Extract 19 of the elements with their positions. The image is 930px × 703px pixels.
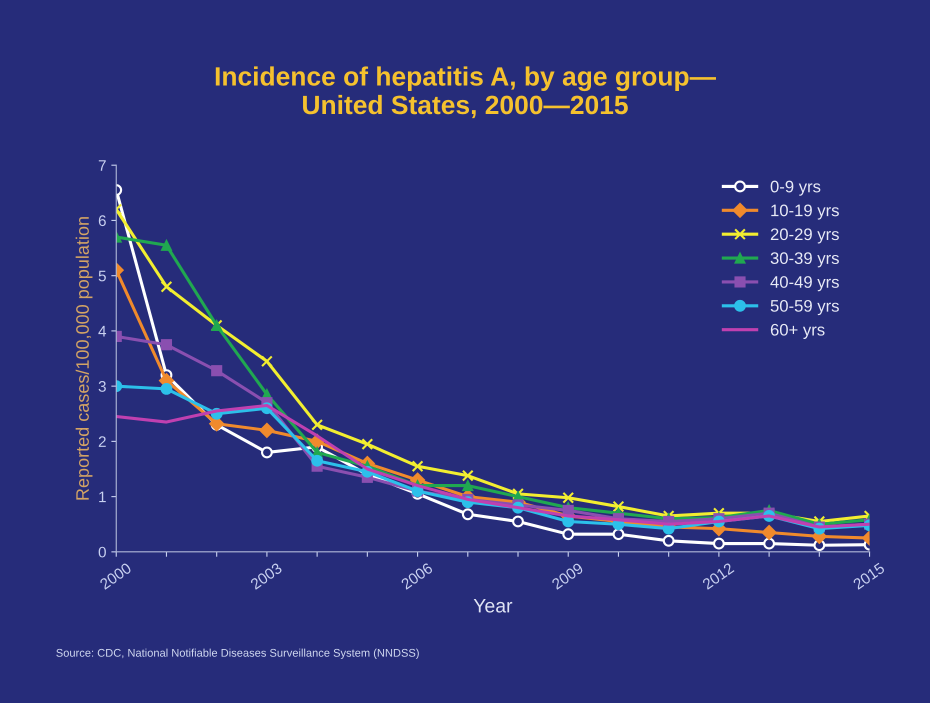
legend-label: 30-39 yrs xyxy=(770,252,839,268)
y-tick-label: 6 xyxy=(98,215,106,226)
chart-title: Incidence of hepatitis A, by age group— United States, 2000—2015 xyxy=(216,66,716,118)
source-note: Source: CDC, National Notifiable Diseases Surveillance System (NNDSS) xyxy=(56,648,419,659)
legend-label: 0-9 yrs xyxy=(770,180,820,196)
legend-label: 10-19 yrs xyxy=(771,204,839,220)
legend-label: 40-49 yrs xyxy=(770,276,839,292)
y-tick-label: 7 xyxy=(98,160,106,171)
y-tick-label: 0 xyxy=(98,546,106,558)
y-tick-label: 5 xyxy=(98,270,106,282)
legend-label: 50-59 yrs xyxy=(770,300,839,316)
legend-label: 60+ yrs xyxy=(770,324,825,339)
y-tick-label: 2 xyxy=(98,436,106,447)
y-tick-label: 3 xyxy=(98,381,106,392)
y-axis-title: Reported cases/100,000 population xyxy=(76,217,92,500)
x-axis-title: Year xyxy=(474,599,512,613)
y-tick-label: 4 xyxy=(98,326,106,336)
y-tick-label: 1 xyxy=(99,492,106,502)
legend-label: 20-29 yrs xyxy=(770,228,839,244)
